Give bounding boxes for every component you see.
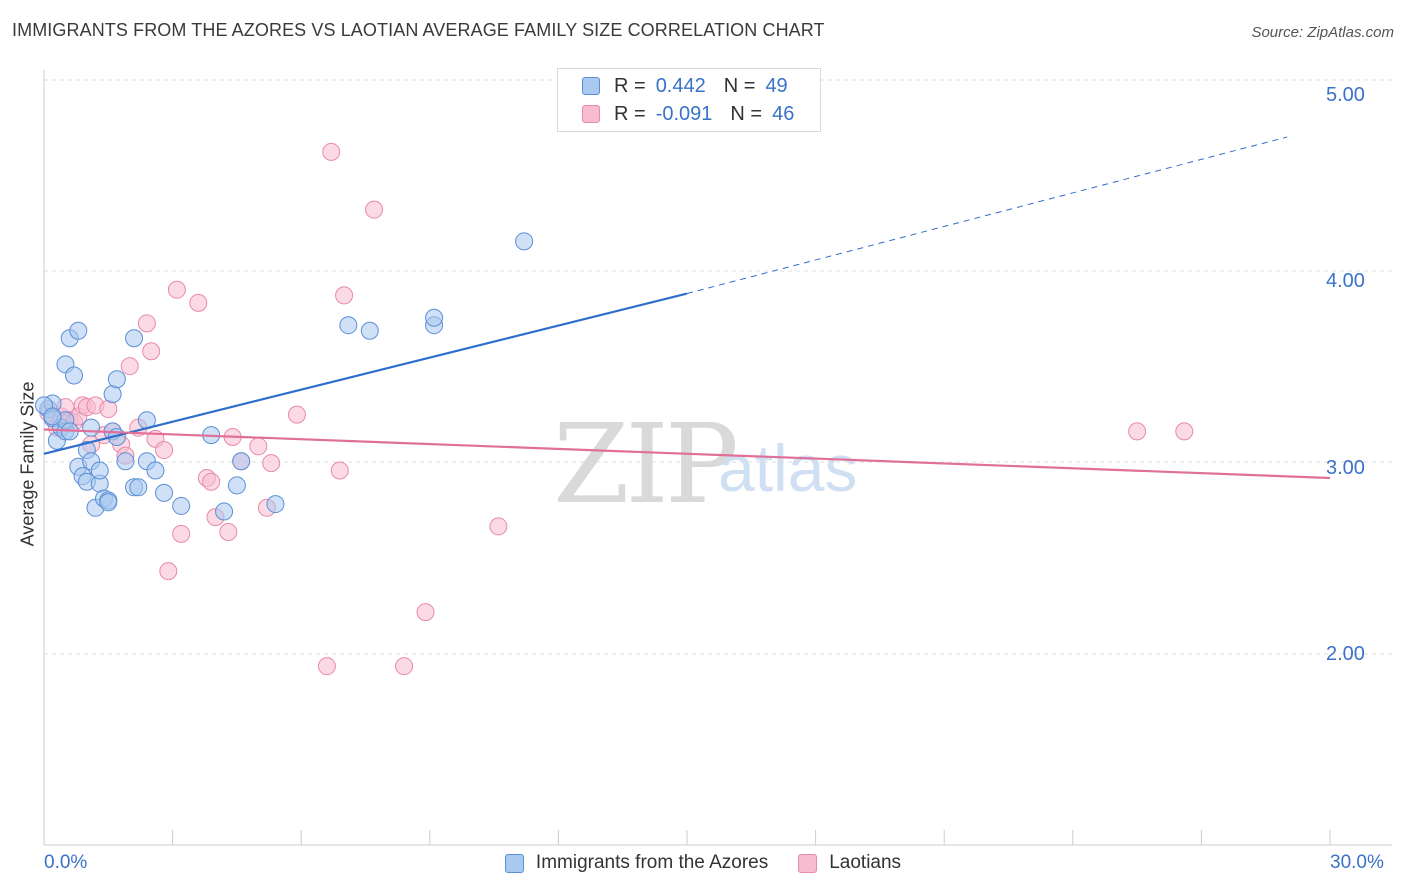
n-value: 46 (772, 102, 795, 125)
azores-legend-swatch (504, 853, 524, 873)
watermark-zip: ZIP (553, 400, 739, 528)
laotian-point (335, 286, 354, 305)
azores-point (129, 478, 148, 497)
y-tick-label: 2.00 (1326, 643, 1365, 665)
gridlines (44, 79, 1392, 655)
azores-point (360, 321, 379, 340)
laotian-point (330, 461, 349, 480)
source-label: Source: ZipAtlas.com (1251, 24, 1394, 41)
n-label: N = (723, 74, 756, 97)
laotian-point (167, 280, 186, 299)
laotian-legend-swatch (798, 853, 818, 873)
azores-point (99, 493, 118, 512)
azores-point (125, 329, 144, 348)
laotian-point (416, 603, 435, 622)
legend-item-laotians: Laotians (798, 852, 901, 874)
r-value: 0.442 (655, 74, 706, 97)
laotian-point (120, 357, 139, 376)
y-tick-label: 3.00 (1326, 456, 1365, 479)
y-tick-label: 5.00 (1326, 84, 1365, 106)
azores-trend-line (43, 292, 688, 455)
laotian-point (159, 562, 178, 581)
y-axis-title: Average Family Size (17, 381, 38, 547)
laotian-point (322, 142, 341, 161)
laotian-point (317, 657, 336, 676)
laotian-point (395, 657, 414, 676)
chart-title: IMMIGRANTS FROM THE AZORES VS LAOTIAN AV… (12, 20, 825, 40)
azores-point (515, 232, 534, 251)
azores-point (107, 370, 126, 389)
laotian-points (39, 142, 1194, 676)
correlation-legend: R = 0.442 N = 49 R = -0.091 N = 46 (557, 68, 821, 132)
laotian-point (262, 454, 281, 473)
laotian-point (137, 314, 156, 333)
azores-point (339, 316, 358, 335)
watermark-atlas: atlas (718, 431, 858, 505)
laotian-point (249, 437, 268, 456)
azores-swatch (582, 77, 600, 95)
laotian-point (365, 200, 384, 219)
series-legend: Immigrants from the Azores Laotians (0, 852, 1406, 874)
azores-point (43, 407, 62, 426)
r-label: R = (614, 74, 646, 97)
legend-item-azores: Immigrants from the Azores (504, 852, 769, 874)
laotian-point (489, 517, 508, 536)
azores-point (146, 461, 165, 480)
azores-point (155, 483, 174, 502)
r-value: -0.091 (655, 102, 713, 125)
legend-row-laotians: R = -0.091 N = 46 (582, 101, 794, 127)
laotian-point (1128, 422, 1147, 441)
azores-point (90, 461, 109, 480)
azores-point (266, 495, 285, 514)
azores-point (232, 452, 251, 471)
azores-point (215, 502, 234, 521)
trend-lines (43, 136, 1331, 480)
azores-point (227, 476, 246, 495)
laotian-point (155, 441, 174, 460)
laotian-point (1175, 422, 1194, 441)
legend-label-azores: Immigrants from the Azores (535, 852, 769, 873)
r-label: R = (614, 102, 646, 125)
azores-point (103, 385, 122, 404)
legend-label-laotians: Laotians (829, 852, 902, 873)
x-tick-label-max: 30.0% (1330, 852, 1384, 873)
n-value: 49 (765, 74, 788, 97)
laotian-trend-line (43, 428, 1331, 480)
axes (43, 70, 1392, 846)
laotian-point (172, 524, 191, 543)
azores-points (35, 232, 534, 521)
azores-point (82, 418, 101, 437)
azores-point (65, 366, 84, 385)
azores-point (172, 496, 191, 515)
azores-trend-extension (686, 136, 1288, 294)
x-tick-label-min: 0.0% (44, 852, 88, 873)
azores-point (116, 452, 135, 471)
laotian-point (189, 293, 208, 312)
laotian-point (219, 523, 238, 542)
laotian-point (202, 472, 221, 491)
n-label: N = (730, 102, 763, 125)
legend-row-azores: R = 0.442 N = 49 (582, 73, 788, 99)
laotian-swatch (582, 105, 600, 123)
laotian-point (287, 405, 306, 424)
laotian-point (142, 342, 161, 361)
azores-point (425, 308, 444, 327)
laotian-point (99, 400, 118, 419)
azores-point (69, 321, 88, 340)
y-tick-label: 4.00 (1326, 270, 1365, 293)
